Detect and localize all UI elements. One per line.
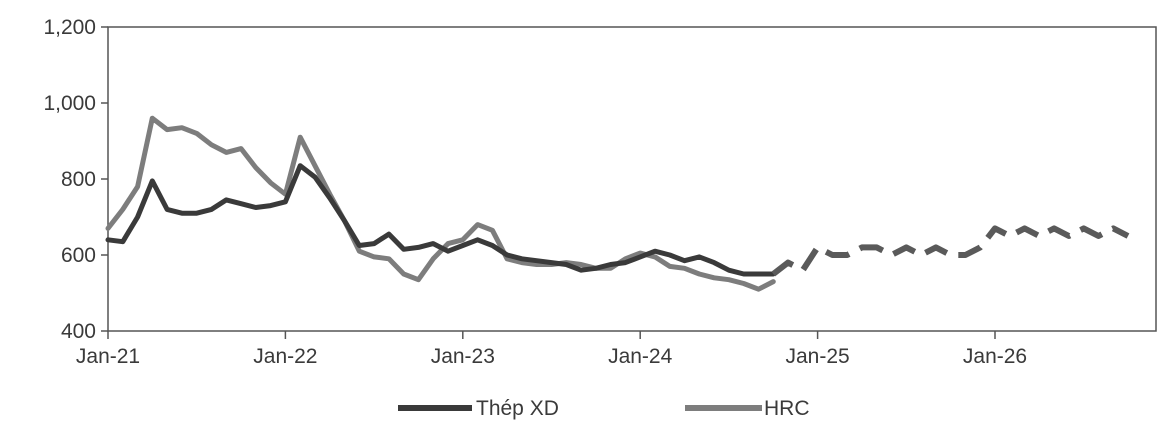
series-line-hrc bbox=[105, 115, 776, 292]
y-tick-label: 400 bbox=[61, 320, 96, 343]
x-tick-label: Jan-26 bbox=[963, 345, 1027, 368]
series-layer bbox=[105, 115, 1130, 292]
x-tick-label: Jan-23 bbox=[431, 345, 495, 368]
x-tick-label: Jan-24 bbox=[608, 345, 673, 368]
axes: 400 600 800 1,000 1,200 Jan-21 Jan-22 Jan-23 Jan… bbox=[43, 16, 1157, 368]
x-tick-label: Jan-22 bbox=[253, 345, 317, 368]
series-line-thep-xd bbox=[105, 163, 776, 277]
y-tick-label: 1,000 bbox=[43, 92, 96, 115]
x-tick-label: Jan-25 bbox=[785, 345, 849, 368]
y-tick-label: 800 bbox=[61, 168, 96, 191]
legend-label-hrc: HRC bbox=[764, 397, 810, 420]
y-tick-label: 1,200 bbox=[43, 16, 96, 39]
x-tick-label: Jan-21 bbox=[76, 345, 140, 368]
legend-label-thep-xd: Thép XD bbox=[476, 397, 559, 420]
series-line-forecast bbox=[771, 225, 1130, 277]
legend: Thép XD HRC bbox=[398, 397, 810, 420]
y-tick-label: 600 bbox=[61, 244, 96, 267]
